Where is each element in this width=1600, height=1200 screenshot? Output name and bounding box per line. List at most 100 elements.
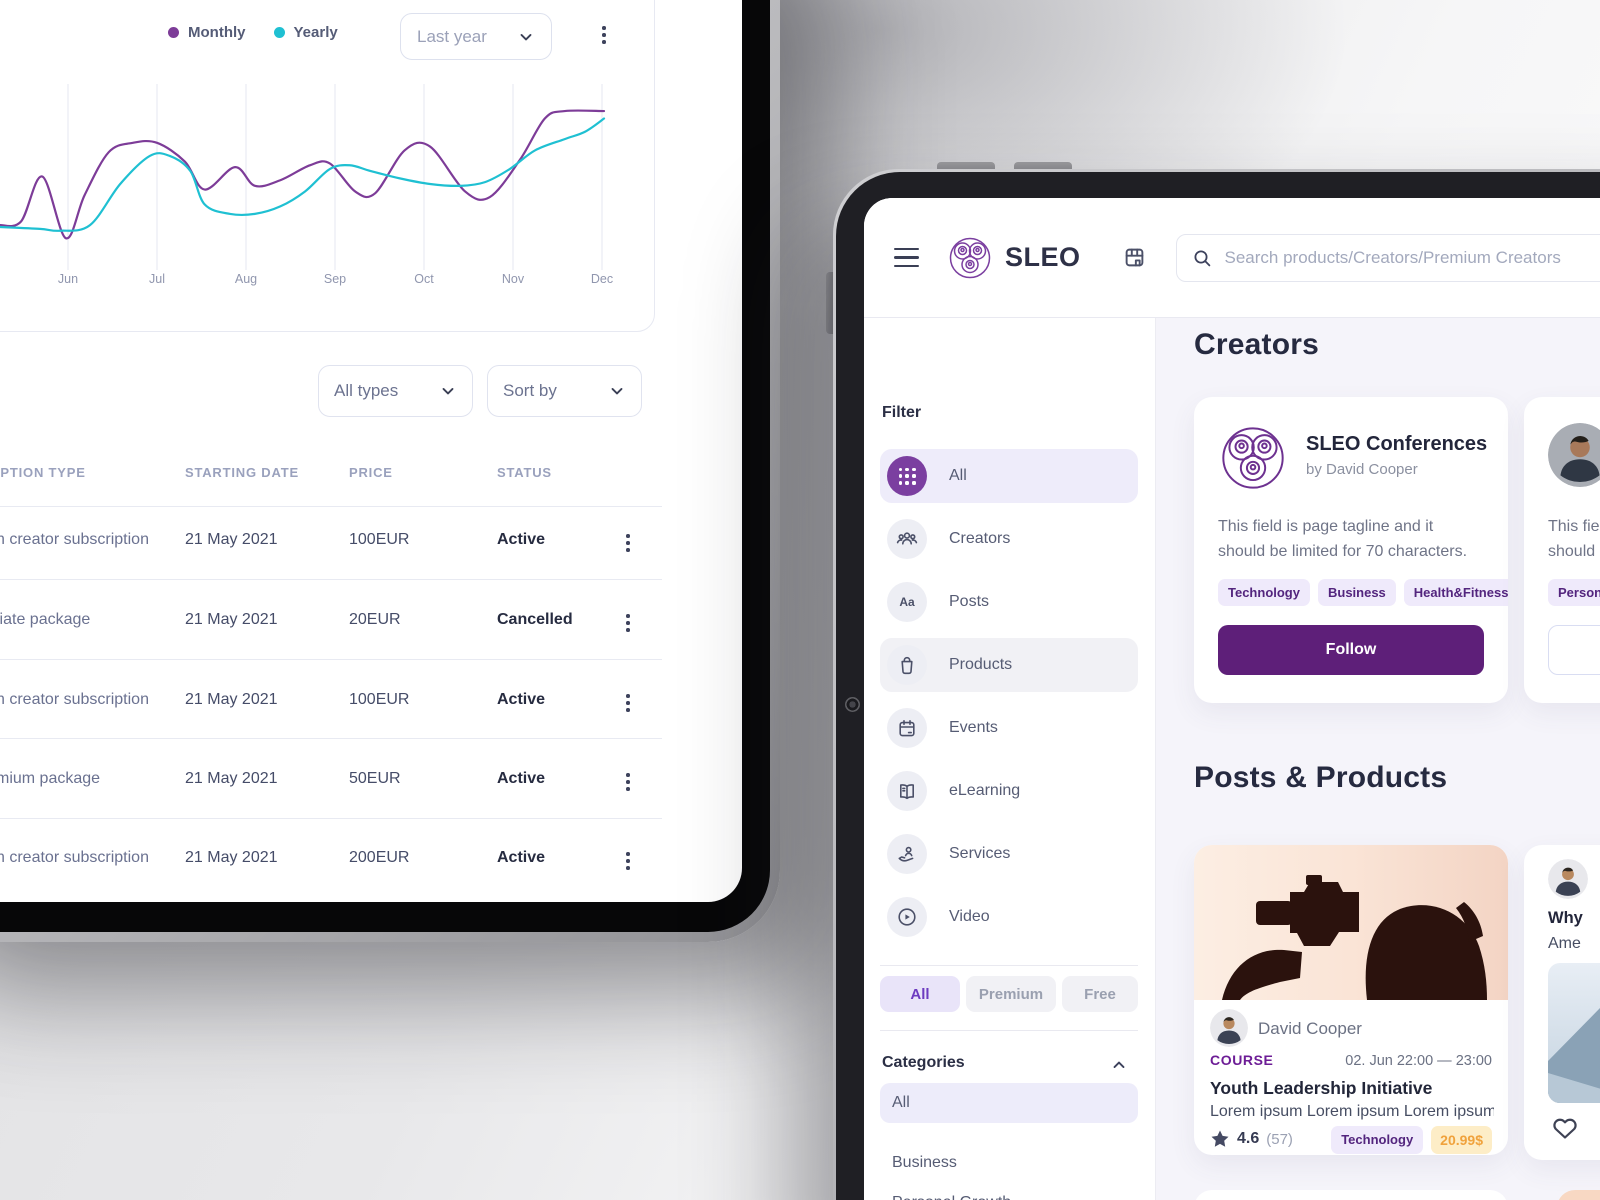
tagline-line: This field is page tagline and it [1548, 518, 1600, 535]
date-range-value: Last year [417, 26, 487, 46]
cell-date: 21 May 2021 [185, 770, 278, 787]
sidebar-item-services[interactable]: Services [880, 827, 1138, 881]
col-header-price: PRICE [349, 465, 393, 480]
creator-title: SLEO Conferences [1306, 433, 1488, 455]
tag-chip[interactable]: Technology [1218, 579, 1310, 606]
chart-x-axis-labels: Jun Jul Aug Sep Oct Nov Dec [0, 272, 655, 288]
cell-price: 100EUR [349, 691, 410, 708]
price-chip[interactable]: 20.99$ [1431, 1126, 1492, 1154]
x-axis-label: Jun [57, 272, 79, 286]
cell-status: Active [497, 770, 546, 787]
category-item-personal-growth[interactable]: Personal Growth [880, 1183, 1138, 1200]
cell-date: 21 May 2021 [185, 611, 278, 628]
sidebar-item-label: Video [949, 908, 990, 925]
tagline-line: should be limited for 70 characters. [1218, 542, 1468, 560]
sort-filter-select[interactable]: Sort by [487, 365, 642, 417]
search-input[interactable] [1222, 246, 1600, 269]
sidebar-item-posts[interactable]: Aa Posts [880, 575, 1138, 629]
tag-chip[interactable]: Technology [1331, 1126, 1424, 1154]
post-schedule: 02. Jun 22:00 — 23:00 [1345, 1053, 1492, 1069]
sleo-logo-icon[interactable] [947, 235, 993, 281]
sort-filter-value: Sort by [503, 381, 557, 400]
brand-name: SLEO [1005, 242, 1081, 272]
play-circle-icon [887, 897, 927, 937]
row-menu-kebab-icon[interactable] [622, 769, 634, 795]
legend-yearly: Yearly [273, 24, 338, 41]
author-avatar [1548, 859, 1588, 899]
post-card-partial[interactable] [1194, 1190, 1508, 1200]
rating-count: (57) [1266, 1130, 1293, 1148]
x-axis-label: Dec [590, 272, 614, 286]
creator-avatar [1548, 423, 1600, 487]
post-image-mountains [1548, 963, 1600, 1103]
tagline-line: This field is page tagline and it [1218, 518, 1434, 535]
people-icon [887, 519, 927, 559]
sidebar-item-creators[interactable]: Creators [880, 512, 1138, 566]
posts-products-heading: Posts & Products [1194, 761, 1448, 794]
post-card[interactable]: Why Ame [1524, 845, 1600, 1160]
sidebar-item-elearning[interactable]: eLearning [880, 764, 1138, 818]
plan-tab-all[interactable]: All [880, 976, 960, 1012]
grid-icon [887, 456, 927, 496]
categories-section-label: Categories [882, 1054, 965, 1071]
cell-type: n creator subscription [0, 691, 149, 708]
post-card-partial[interactable] [1557, 1190, 1600, 1200]
category-item-business[interactable]: Business [892, 1154, 957, 1171]
col-header-subscription-type: IPTION TYPE [0, 465, 86, 480]
sidebar-item-all[interactable]: All [880, 449, 1138, 503]
cell-date: 21 May 2021 [185, 531, 278, 548]
plan-tab-free[interactable]: Free [1062, 976, 1138, 1012]
post-title-fragment: Why [1548, 909, 1583, 927]
tagline-line: should be limited for 70 characters. [1548, 542, 1600, 560]
cell-price: 50EUR [349, 770, 401, 787]
creator-card[interactable]: This field is page tagline and it should… [1524, 397, 1600, 703]
row-menu-kebab-icon[interactable] [622, 848, 634, 874]
type-filter-select[interactable]: All types [318, 365, 473, 417]
chart-menu-kebab-icon[interactable] [598, 22, 610, 48]
post-rating: 4.6 (57) [1210, 1129, 1293, 1149]
sidebar-item-label: Products [949, 656, 1013, 673]
creator-tags: Personal Growth [1548, 579, 1600, 606]
cell-price: 100EUR [349, 531, 410, 548]
tag-chip[interactable]: Business [1317, 579, 1396, 606]
chevron-down-icon [520, 33, 532, 40]
row-menu-kebab-icon[interactable] [622, 530, 634, 556]
cell-type: n creator subscription [0, 531, 149, 548]
sidebar-item-video[interactable]: Video [880, 890, 1138, 944]
cell-price: 200EUR [349, 849, 410, 866]
search-bar[interactable] [1175, 233, 1600, 282]
text-style-icon: Aa [887, 582, 927, 622]
chevron-up-icon[interactable] [1110, 1056, 1128, 1074]
col-header-starting-date: STARTING DATE [185, 465, 299, 480]
x-axis-label: Nov [501, 272, 525, 286]
tag-chip[interactable]: Personal Growth [1548, 579, 1600, 606]
row-menu-kebab-icon[interactable] [622, 690, 634, 716]
creator-card[interactable]: SLEO Conferences by David Cooper This fi… [1194, 397, 1508, 703]
post-image-photographer [1194, 845, 1508, 1000]
sidebar-item-events[interactable]: Events [880, 701, 1138, 755]
x-axis-label: Aug [234, 272, 258, 286]
sleo-app-screen: SLEO Filter [864, 198, 1600, 1200]
follow-button[interactable]: Follow [1218, 625, 1484, 675]
creators-heading: Creators [1194, 328, 1319, 361]
hamburger-menu-icon[interactable] [894, 247, 919, 268]
row-menu-kebab-icon[interactable] [622, 610, 634, 636]
plan-tab-premium[interactable]: Premium [966, 976, 1056, 1012]
sidebar-item-label: eLearning [949, 782, 1021, 799]
sidebar-item-products[interactable]: Products [880, 638, 1138, 692]
yearly-dot-icon [273, 27, 285, 38]
following-button[interactable] [1548, 625, 1600, 675]
tag-chip[interactable]: Health&Fitness [1403, 579, 1508, 606]
heart-icon[interactable] [1550, 1113, 1580, 1141]
cell-price: 20EUR [349, 611, 401, 628]
cell-date: 21 May 2021 [185, 691, 278, 708]
post-card[interactable]: David Cooper COURSE 02. Jun 22:00 — 23:0… [1194, 845, 1508, 1155]
store-icon[interactable] [1121, 244, 1148, 271]
category-item-all[interactable]: All [880, 1083, 1138, 1123]
date-range-select[interactable]: Last year [400, 13, 552, 60]
sidebar-item-label: Services [949, 845, 1011, 862]
sidebar: Filter All Creators Aa [864, 318, 1156, 1200]
sidebar-item-label: Creators [949, 530, 1011, 547]
chevron-down-icon [442, 388, 454, 395]
